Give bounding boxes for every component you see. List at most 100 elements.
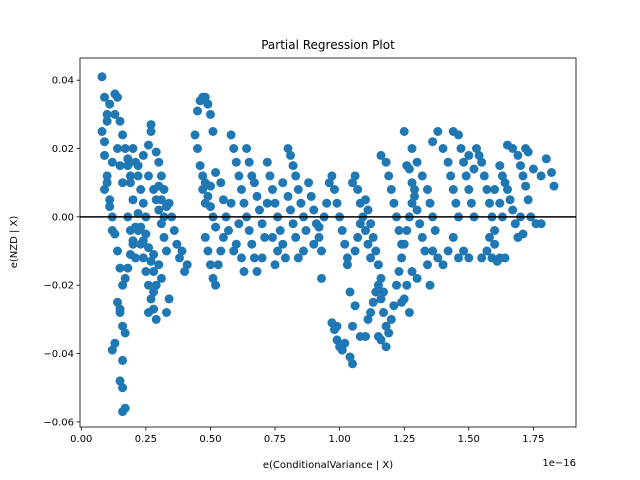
data-point [120, 273, 130, 283]
data-point [180, 267, 190, 276]
data-point [508, 205, 518, 215]
x-tick-label: 0.25 [135, 434, 157, 445]
data-point [286, 150, 295, 160]
data-point [330, 185, 339, 194]
data-point [138, 198, 148, 208]
data-point [296, 198, 306, 208]
data-point [141, 229, 151, 239]
data-point [474, 150, 484, 160]
data-point [260, 232, 270, 242]
data-point [123, 161, 133, 171]
y-tick-label: 0.04 [52, 76, 74, 87]
data-point [394, 267, 404, 276]
data-point [384, 171, 394, 181]
data-point [239, 198, 249, 208]
data-point [448, 232, 458, 242]
data-point [368, 297, 378, 307]
data-point [518, 171, 528, 181]
data-point [389, 301, 399, 311]
data-point [118, 383, 128, 393]
data-point [371, 246, 381, 256]
data-point [100, 92, 109, 102]
data-point [412, 273, 422, 283]
data-point [175, 253, 184, 263]
data-point [107, 157, 117, 167]
data-point [118, 280, 128, 290]
data-point [105, 99, 115, 109]
data-point [203, 191, 213, 201]
data-point [381, 342, 391, 352]
data-point [118, 130, 128, 140]
data-point [229, 144, 239, 153]
y-tick-label: −0.04 [43, 349, 74, 360]
data-point [115, 304, 125, 314]
data-point [293, 185, 303, 194]
data-point [342, 253, 352, 263]
data-point [100, 185, 109, 194]
data-point [193, 144, 202, 153]
data-point [226, 198, 236, 208]
data-point [151, 147, 161, 157]
data-point [392, 280, 401, 290]
data-point [146, 120, 156, 130]
data-point [407, 198, 417, 208]
data-point [508, 144, 518, 153]
data-point [136, 185, 146, 194]
data-point [239, 267, 249, 276]
data-point [200, 92, 210, 102]
data-point [420, 246, 430, 256]
data-point [231, 239, 241, 249]
data-point [500, 178, 510, 188]
data-point [169, 226, 179, 235]
data-point [102, 109, 112, 119]
data-point [361, 195, 370, 205]
data-point [306, 191, 316, 201]
data-point [283, 144, 293, 153]
data-point [283, 191, 293, 201]
data-point [247, 239, 257, 249]
data-point [97, 72, 107, 82]
data-point [262, 157, 272, 167]
data-point [423, 185, 432, 194]
y-tick-label: −0.02 [43, 281, 74, 292]
data-point [448, 185, 458, 194]
data-point [363, 205, 373, 215]
data-point [115, 161, 125, 171]
data-point [200, 198, 210, 208]
data-point [293, 253, 303, 263]
data-point [386, 185, 396, 194]
data-point [482, 246, 492, 256]
data-point [156, 273, 166, 283]
data-point [113, 144, 122, 153]
data-point [353, 232, 363, 242]
data-point [149, 250, 159, 259]
data-point [479, 171, 489, 181]
data-point [288, 219, 298, 229]
data-point [133, 161, 143, 171]
data-point [244, 226, 254, 235]
data-point [477, 157, 487, 167]
data-point [115, 116, 125, 126]
data-point [128, 144, 138, 153]
y-axis-ticks: −0.06 −0.04 −0.02 0.00 0.02 0.04 [43, 76, 80, 428]
data-point [102, 116, 112, 126]
data-point [275, 226, 285, 235]
data-point [102, 171, 112, 181]
data-point [270, 198, 280, 208]
data-point [144, 171, 153, 181]
data-point [309, 239, 319, 249]
data-point [193, 106, 202, 116]
x-axis-ticks: 0.00 0.25 0.50 0.75 1.00 1.25 1.50 1.75 [70, 427, 545, 445]
data-point [291, 232, 301, 242]
data-point [345, 287, 355, 297]
data-point [125, 250, 135, 259]
data-point [513, 150, 523, 160]
data-point [425, 198, 435, 208]
data-point [459, 157, 469, 167]
data-point [430, 226, 440, 235]
data-point [366, 308, 376, 317]
data-point [146, 256, 156, 266]
data-point [503, 185, 512, 194]
data-point [415, 219, 425, 229]
